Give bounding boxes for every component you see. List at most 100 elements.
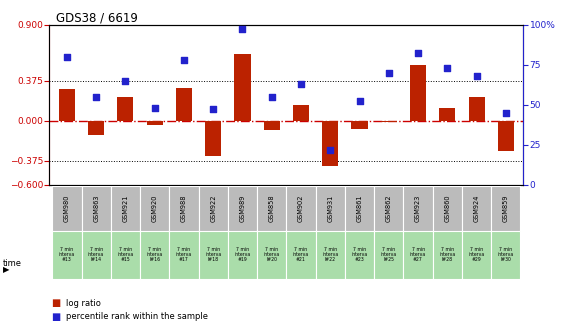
Bar: [199, 186, 228, 231]
Bar: [287, 186, 316, 231]
Point: [384, 70, 393, 75]
Point: [326, 147, 335, 152]
Text: GSM989: GSM989: [240, 195, 246, 222]
Text: GSM863: GSM863: [93, 195, 99, 222]
Point: [355, 99, 364, 104]
Text: time: time: [3, 259, 22, 268]
Text: GSM858: GSM858: [269, 195, 275, 222]
Bar: [316, 186, 345, 231]
Point: [121, 78, 130, 83]
Text: GSM980: GSM980: [64, 195, 70, 222]
Text: 7 min
interva
l#25: 7 min interva l#25: [381, 247, 397, 263]
Bar: [498, 121, 514, 150]
Bar: [199, 231, 228, 279]
Text: GSM859: GSM859: [503, 195, 509, 222]
Bar: [345, 231, 374, 279]
Bar: [169, 186, 199, 231]
Point: [443, 65, 452, 70]
Bar: [111, 186, 140, 231]
Text: GSM920: GSM920: [151, 195, 158, 222]
Text: GSM931: GSM931: [327, 195, 333, 222]
Bar: [81, 231, 111, 279]
Bar: [176, 88, 192, 121]
Bar: [374, 231, 403, 279]
Point: [502, 110, 511, 115]
Bar: [257, 231, 287, 279]
Bar: [52, 186, 81, 231]
Text: 7 min
interva
#13: 7 min interva #13: [59, 247, 75, 263]
Bar: [433, 186, 462, 231]
Point: [150, 105, 159, 111]
Text: ■: ■: [52, 299, 61, 308]
Bar: [59, 89, 75, 121]
Bar: [491, 231, 521, 279]
Text: ▶: ▶: [3, 265, 10, 274]
Bar: [403, 186, 433, 231]
Text: ■: ■: [52, 312, 61, 321]
Bar: [403, 231, 433, 279]
Bar: [264, 121, 280, 130]
Text: GSM860: GSM860: [444, 195, 450, 222]
Point: [62, 54, 71, 59]
Bar: [462, 231, 491, 279]
Bar: [322, 121, 338, 165]
Text: 7 min
interva
l#16: 7 min interva l#16: [146, 247, 163, 263]
Text: 7 min
interva
#19: 7 min interva #19: [234, 247, 251, 263]
Bar: [140, 186, 169, 231]
Bar: [381, 121, 397, 122]
Text: GSM924: GSM924: [473, 195, 480, 222]
Point: [472, 73, 481, 78]
Text: GSM923: GSM923: [415, 195, 421, 222]
Text: 7 min
interva
l#18: 7 min interva l#18: [205, 247, 221, 263]
Text: 7 min
interva
l#30: 7 min interva l#30: [498, 247, 514, 263]
Bar: [352, 121, 367, 129]
Point: [297, 81, 306, 86]
Text: GSM922: GSM922: [210, 195, 216, 222]
Text: 7 min
interva
l#28: 7 min interva l#28: [439, 247, 456, 263]
Text: GDS38 / 6619: GDS38 / 6619: [56, 11, 138, 25]
Bar: [316, 231, 345, 279]
Point: [180, 57, 188, 62]
Point: [91, 94, 100, 99]
Bar: [117, 97, 134, 121]
Bar: [257, 186, 287, 231]
Text: GSM921: GSM921: [122, 195, 128, 222]
Bar: [293, 105, 309, 121]
Bar: [205, 121, 221, 156]
Bar: [287, 231, 316, 279]
Bar: [228, 186, 257, 231]
Bar: [146, 121, 163, 125]
Text: 7 min
interva
#29: 7 min interva #29: [468, 247, 485, 263]
Text: GSM861: GSM861: [357, 195, 362, 222]
Bar: [468, 97, 485, 121]
Bar: [345, 186, 374, 231]
Text: 7 min
interva
#21: 7 min interva #21: [293, 247, 309, 263]
Bar: [433, 231, 462, 279]
Text: 7 min
interva
#17: 7 min interva #17: [176, 247, 192, 263]
Bar: [410, 65, 426, 121]
Text: 7 min
interva
#23: 7 min interva #23: [352, 247, 367, 263]
Text: percentile rank within the sample: percentile rank within the sample: [66, 312, 208, 321]
Text: 7 min
interva
#27: 7 min interva #27: [410, 247, 426, 263]
Bar: [491, 186, 521, 231]
Point: [267, 94, 276, 99]
Bar: [234, 54, 251, 121]
Text: log ratio: log ratio: [66, 299, 100, 308]
Bar: [462, 186, 491, 231]
Text: 7 min
interva
l#14: 7 min interva l#14: [88, 247, 104, 263]
Bar: [81, 186, 111, 231]
Text: GSM902: GSM902: [298, 195, 304, 222]
Bar: [88, 121, 104, 134]
Point: [209, 107, 218, 112]
Bar: [111, 231, 140, 279]
Point: [238, 27, 247, 32]
Text: 7 min
interva
l#22: 7 min interva l#22: [322, 247, 338, 263]
Text: 7 min
interva
l#20: 7 min interva l#20: [264, 247, 280, 263]
Text: 7 min
interva
#15: 7 min interva #15: [117, 247, 134, 263]
Bar: [374, 186, 403, 231]
Bar: [140, 231, 169, 279]
Text: GSM988: GSM988: [181, 195, 187, 222]
Bar: [169, 231, 199, 279]
Text: GSM862: GSM862: [386, 195, 392, 222]
Point: [413, 51, 422, 56]
